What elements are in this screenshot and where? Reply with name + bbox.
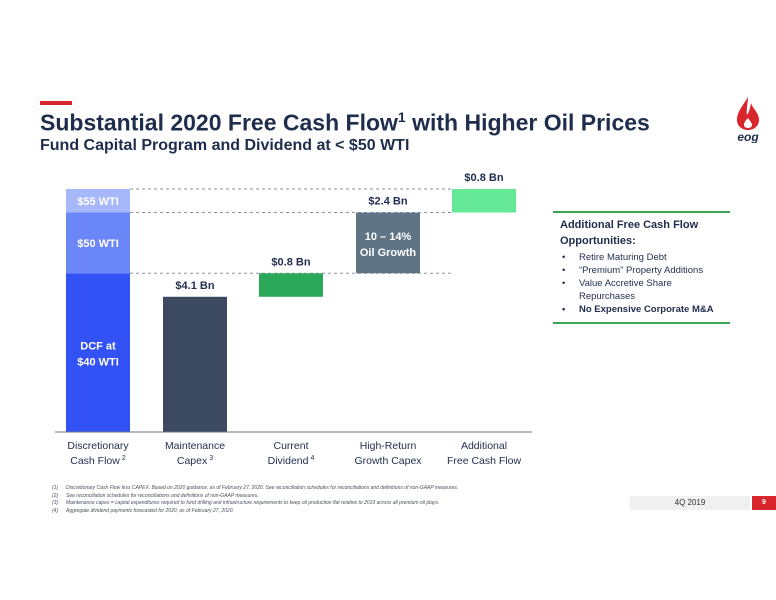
x-tick-label: Current	[273, 440, 308, 452]
footnote: (1) Discretionary Cash Flow less CAPEX. B…	[52, 485, 459, 491]
list-item: Retire Maturing Debt	[560, 251, 730, 264]
svg-text:eog: eog	[737, 130, 759, 143]
page-subtitle: Fund Capital Program and Dividend at < $…	[40, 137, 410, 154]
segment-label: 10 – 14%	[365, 231, 412, 243]
bar-segment	[259, 273, 323, 297]
segment-label: Oil Growth	[360, 247, 417, 259]
footnote: (4) Aggregate dividend payments forecaste…	[52, 507, 234, 514]
footer-date: 4Q 2019	[630, 496, 750, 510]
additional-fcf-panel: Additional Free Cash Flow Opportunities:…	[553, 211, 730, 324]
bar-segment	[452, 189, 516, 213]
page-number: 9	[752, 496, 776, 510]
bar-segment	[66, 189, 130, 213]
segment-label: DCF at	[80, 341, 116, 353]
list-item: No Expensive Corporate M&A	[560, 303, 730, 316]
x-tick-label: Growth Capex	[354, 455, 422, 467]
list-item: “Premium” Property Additions	[560, 264, 730, 277]
eog-logo: eog	[737, 97, 759, 143]
data-label: $0.8 Bn	[464, 172, 503, 184]
page-title: Substantial 2020 Free Cash Flow1 with Hi…	[40, 109, 650, 136]
x-tick-label: Cash Flow 2	[70, 455, 126, 467]
title-accent-bar	[40, 101, 72, 105]
x-tick-label: Additional	[461, 440, 507, 452]
bar-segment	[66, 273, 130, 432]
x-tick-label: Capex 3	[177, 455, 213, 467]
footnote: (2) See reconciliation schedules for reco…	[52, 492, 259, 499]
x-tick-label: Dividend 4	[268, 455, 315, 467]
bar-segment	[66, 212, 130, 274]
footnotes: (1) Discretionary Cash Flow less CAPEX. B…	[52, 485, 572, 515]
x-tick-label: Free Cash Flow	[447, 455, 522, 467]
x-tick-label: Maintenance	[165, 440, 225, 452]
panel-title-line1: Additional Free Cash Flow	[560, 219, 699, 231]
data-label: $0.8 Bn	[271, 256, 310, 268]
footnote: (3) Maintenance capex = capital expenditu…	[52, 500, 440, 506]
segment-label: $55 WTI	[77, 196, 119, 208]
list-item: Value Accretive Share Repurchases	[560, 277, 730, 303]
data-label: $2.4 Bn	[368, 196, 407, 208]
bar-segment	[163, 296, 227, 432]
segment-label: $40 WTI	[77, 357, 119, 369]
opportunity-list: Retire Maturing Debt “Premium” Property …	[560, 251, 730, 316]
bar-segment	[356, 212, 420, 274]
data-label: $4.1 Bn	[175, 280, 214, 292]
segment-label: $50 WTI	[77, 238, 119, 250]
x-tick-label: Discretionary	[67, 440, 129, 452]
x-tick-label: High-Return	[360, 440, 417, 452]
panel-title-line2: Opportunities:	[560, 235, 636, 247]
